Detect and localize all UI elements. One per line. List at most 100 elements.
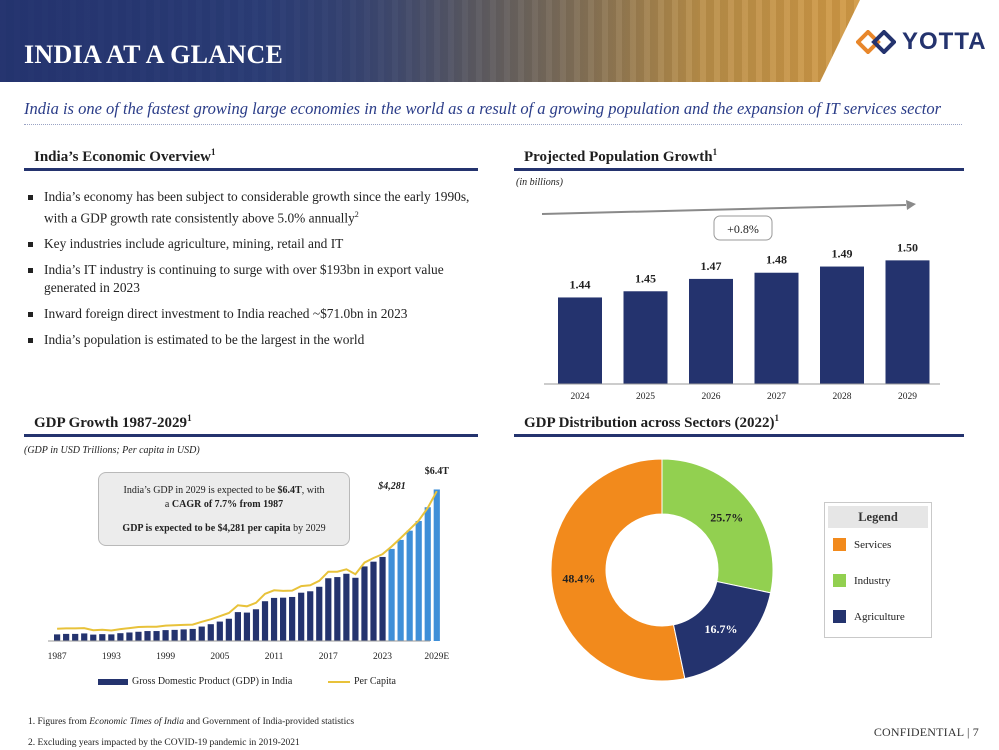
population-x-tick: 2025 [636,392,655,402]
gdp-bar [117,633,124,641]
population-x-tick: 2029 [898,392,917,402]
population-bar [820,266,864,384]
gdp-bar [406,530,413,641]
gdp-bar [325,578,332,641]
gdp-bar [316,586,323,641]
gdp-bar [334,577,341,641]
population-bar-label: 1.50 [897,240,918,254]
gdp-bar [54,634,61,641]
donut-label-agriculture: 16.7% [705,622,738,636]
gdp-bar [81,633,88,641]
gdp-title: GDP Growth 1987-20291 [34,413,192,431]
gdp-x-tick: 2017 [319,652,338,662]
tagline-divider [24,124,962,125]
gdp-bar [370,561,377,641]
gdp-legend-gdp: Gross Domestic Product (GDP) in India [98,676,292,687]
gdp-bar [234,612,241,641]
gdp-end-label: $6.4T [425,466,450,477]
growth-arrow-line [541,204,907,215]
donut-slice-industry [661,458,774,594]
gdp-chart: 1987 1993 1999 2005 2011 2017 2023 2029E $6.4T … [48,466,450,662]
donut-label-services: 48.4% [562,572,595,586]
gdp-bar [298,592,305,641]
population-bar [885,260,930,384]
bullet-item: India’s population is estimated to be th… [26,331,478,349]
gdp-x-tick: 2005 [210,652,229,662]
gdp-bar [162,630,169,641]
legend-item-industry: Industry [833,574,891,587]
tagline: India is one of the fastest growing larg… [24,99,942,118]
gdp-bar [261,601,269,641]
gdp-bar [379,556,386,641]
sectors-rule [514,434,964,437]
footnote-2: 2. Excluding years impacted by the COVID… [28,738,300,748]
gdp-legend-label: Gross Domestic Product (GDP) in India [132,676,293,687]
overview-rule [24,168,478,171]
population-bar [558,297,602,384]
donut-slice-agriculture [672,580,772,680]
gdp-bar [289,596,296,641]
gdp-legend-percap: Per Capita [328,676,396,687]
population-unit-note: (in billions) [516,177,563,188]
gdp-bar [180,629,187,641]
gdp-bar [243,612,251,641]
sectors-title: GDP Distribution across Sectors (2022)1 [524,413,780,431]
gdp-bar [72,633,79,641]
gdp-bar [90,634,97,641]
gdp-bar [63,633,70,641]
population-chart: +0.8% 1.44 2024 1.45 2025 1.47 2026 1.48 2027 1.… [541,200,940,402]
gdp-bar [307,591,314,641]
population-x-tick: 2028 [833,392,852,402]
growth-arrow-head [906,200,916,210]
bullet-item: Key industries include agriculture, mini… [26,235,478,253]
sectors-donut-chart: 48.4% 25.7% 16.7% [550,458,774,682]
gdp-callout: India’s GDP in 2029 is expected to be $6… [98,472,350,546]
donut-label-industry: 25.7% [710,510,743,524]
gdp-x-tick: 1999 [156,652,175,662]
gdp-bar [388,548,395,641]
legend-swatch-agriculture [833,610,846,623]
gdp-bar [361,566,368,641]
gdp-bar [216,621,223,641]
gdp-bar [415,520,422,641]
legend-swatch-services [833,538,846,551]
gdp-x-tick: 2023 [373,652,392,662]
population-title: Projected Population Growth1 [524,147,718,165]
logo-text: YOTTA [902,28,987,55]
population-x-tick: 2027 [767,392,786,402]
gdp-bar [397,539,404,641]
gdp-bar [270,597,278,641]
confidential-page-number: CONFIDENTIAL | 7 [873,725,979,739]
gdp-bar [153,631,160,641]
gdp-bar [135,631,142,641]
gdp-x-tick: 1987 [48,652,67,662]
legend-swatch-industry [833,574,846,587]
population-bar-label: 1.49 [832,247,853,261]
gdp-bar [207,624,214,641]
gdp-x-tick: 1993 [102,652,121,662]
gdp-rule [24,434,478,437]
gdp-bar [126,632,133,641]
page-title: INDIA AT A GLANCE [24,40,284,69]
percap-end-label: $4,281 [377,481,406,492]
population-x-tick: 2026 [702,392,721,402]
gdp-x-tick: 2011 [265,652,284,662]
bullet-item: India’s IT industry is continuing to sur… [26,261,478,297]
legend-label-industry: Industry [854,574,891,587]
per-capita-line [57,490,438,632]
gdp-bar [280,597,287,641]
percap-legend-swatch [328,680,350,683]
gdp-legend-swatch [98,678,128,685]
legend-label-agriculture: Agriculture [854,610,905,623]
gdp-unit-note: (GDP in USD Trillions; Per capita in USD… [24,445,200,456]
gdp-bar [171,629,178,641]
legend-item-services: Services [833,538,891,551]
legend-item-agriculture: Agriculture [833,610,905,623]
gdp-bar [99,634,106,641]
growth-badge-label: +0.8% [727,222,759,236]
overview-bullets: India’s economy has been subject to cons… [26,188,478,357]
legend-title: Legend [828,506,928,528]
population-bar-label: 1.47 [701,259,722,273]
population-bar-label: 1.45 [635,271,656,285]
